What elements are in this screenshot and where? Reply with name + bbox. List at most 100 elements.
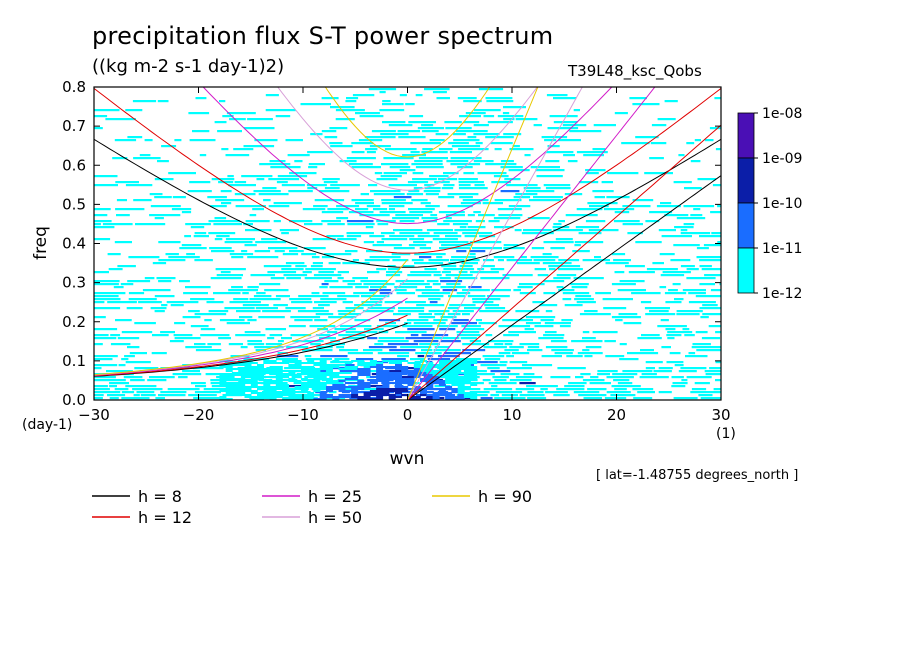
heat-cell [319,378,327,380]
heat-cell [281,232,289,235]
heat-cell [524,328,534,331]
heat-cell [282,386,290,388]
heat-cell [413,368,421,370]
heat-cell [243,127,275,130]
heat-cell [405,103,415,106]
experiment-label: T39L48_ksc_Qobs [568,62,702,80]
heat-cell [523,229,552,232]
heat-cell [673,244,700,247]
heat-cell [469,241,502,244]
heat-cell [658,391,672,394]
heat-cell [140,394,156,397]
heat-cell [680,265,695,268]
heat-cell [411,163,443,166]
heat-cell [426,368,434,370]
heat-cell [363,374,371,376]
heat-cell [554,352,573,355]
heat-cell [94,220,112,223]
heat-cell [184,235,191,238]
heat-cell [150,205,181,208]
heat-cell [208,310,229,313]
heat-cell [401,370,409,372]
gravity-curve [94,138,721,268]
heat-cell [222,115,234,118]
heat-cell [124,355,135,358]
heat-cell [369,289,392,292]
heat-cell [485,334,493,337]
heat-cell [188,112,210,115]
heat-cell [352,259,359,262]
heat-cell [459,226,467,229]
heat-cell [336,346,345,349]
heat-cell [377,340,409,343]
heat-cell [128,292,145,295]
heat-cell [658,229,676,232]
heat-cell [503,247,525,250]
heat-cell [225,382,233,384]
heat-cell [539,304,558,307]
heat-cell [445,366,453,368]
heat-cell [682,328,690,331]
heat-cell [457,376,465,378]
heat-cell [154,310,165,313]
heat-cell [445,214,465,217]
heat-cell [650,142,667,145]
heat-cell [503,244,519,247]
heat-cell [470,378,478,380]
heat-cell [339,370,367,373]
heat-cell [168,172,196,175]
heat-cell [215,199,245,202]
heat-cell [207,343,221,346]
heat-cell [584,310,598,313]
heat-cell [617,382,633,385]
heat-cell [503,334,519,337]
heat-cell [577,352,603,355]
heat-cell [167,388,200,391]
heat-cell [216,235,230,238]
heat-cell [672,382,688,385]
heat-cell [445,398,453,400]
heat-cell [94,238,111,241]
heat-cell [538,337,564,340]
heat-cell [250,372,258,374]
heat-cell [558,289,575,292]
heat-cell [527,391,544,394]
heat-cell [360,193,369,196]
heat-cell [478,214,495,217]
heat-cell [204,319,212,322]
chart-title: precipitation flux S-T power spectrum [92,22,554,50]
heat-cell [263,370,271,372]
heat-cell [94,295,119,298]
heat-cell [329,142,343,145]
heat-cell [657,118,676,121]
heat-cell [450,259,465,262]
heat-cell [605,262,629,265]
heat-cell [358,139,383,142]
heat-cell [451,366,459,368]
heat-cell [519,382,536,385]
heat-cell [381,238,408,241]
heat-cell [94,394,104,397]
heat-cell [437,325,458,328]
heat-cell [462,289,490,292]
x-tick-label: 20 [607,406,626,424]
heat-cell [395,374,402,376]
heat-cell [269,382,277,384]
heat-cell [120,283,134,286]
heat-cell [419,247,431,250]
heat-cell [228,184,256,187]
heat-cell [229,253,254,256]
heat-cell [470,384,478,386]
heat-cell [399,283,430,286]
heat-cell [426,384,434,386]
heat-cell [109,385,117,388]
heat-cell [357,368,365,370]
heat-cell [94,127,103,130]
heat-cell [463,362,471,364]
heat-cell [485,307,506,310]
heat-cell [219,396,227,398]
heat-cell [149,214,181,217]
heat-cell [224,307,255,310]
heat-cell [498,325,531,328]
heat-cell [369,398,377,400]
